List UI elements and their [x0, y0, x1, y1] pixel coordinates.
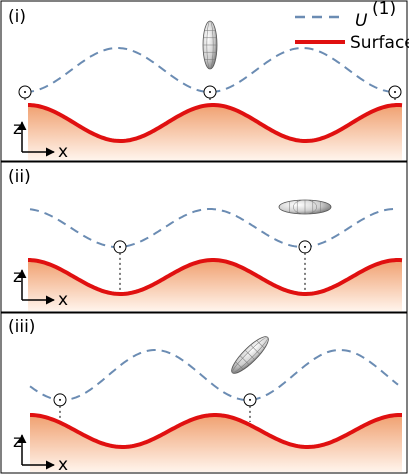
axis-z-label: z	[13, 267, 22, 287]
legend-label: Surface	[350, 33, 409, 53]
panel-frame	[0, 161, 408, 313]
axis-x-label: x	[58, 142, 68, 162]
axis-x-label: x	[58, 290, 68, 310]
axis-z-label: z	[13, 119, 22, 139]
ellipsoid	[231, 336, 269, 374]
legend-label: U	[355, 11, 368, 31]
surface-curve	[28, 258, 403, 296]
axis-z-label: z	[13, 432, 22, 452]
minimum-dot	[249, 398, 251, 401]
panel-frame	[0, 312, 408, 474]
minimum-dot	[24, 91, 26, 93]
minimum-dot	[209, 91, 211, 93]
panel-label: (ii)	[8, 167, 31, 187]
ellipsoid-mesh	[250, 344, 261, 355]
minimum-dot	[394, 91, 396, 93]
surface-curve	[28, 103, 403, 143]
legend-superscript: (1)	[372, 0, 396, 19]
ellipsoid-mesh	[239, 355, 250, 366]
substrate	[30, 415, 402, 472]
potential-curve	[29, 348, 399, 401]
panel-label: (i)	[8, 7, 26, 27]
minimum-dot	[119, 245, 121, 248]
ellipsoid	[202, 20, 218, 70]
axis-x-label: x	[58, 455, 68, 475]
ellipsoid	[278, 199, 332, 215]
minimum-dot	[304, 245, 306, 248]
ellipsoid-mesh	[244, 349, 256, 361]
substrate	[28, 105, 402, 160]
panel-label: (iii)	[8, 317, 35, 337]
potential-curve	[29, 208, 399, 248]
ellipsoid-mesh	[235, 361, 244, 370]
surface-curve	[30, 413, 402, 449]
potential-curve	[24, 47, 398, 94]
minimum-dot	[59, 398, 61, 401]
substrate	[28, 260, 402, 311]
ellipsoid-mesh	[256, 340, 265, 349]
panel-frame	[0, 0, 408, 162]
